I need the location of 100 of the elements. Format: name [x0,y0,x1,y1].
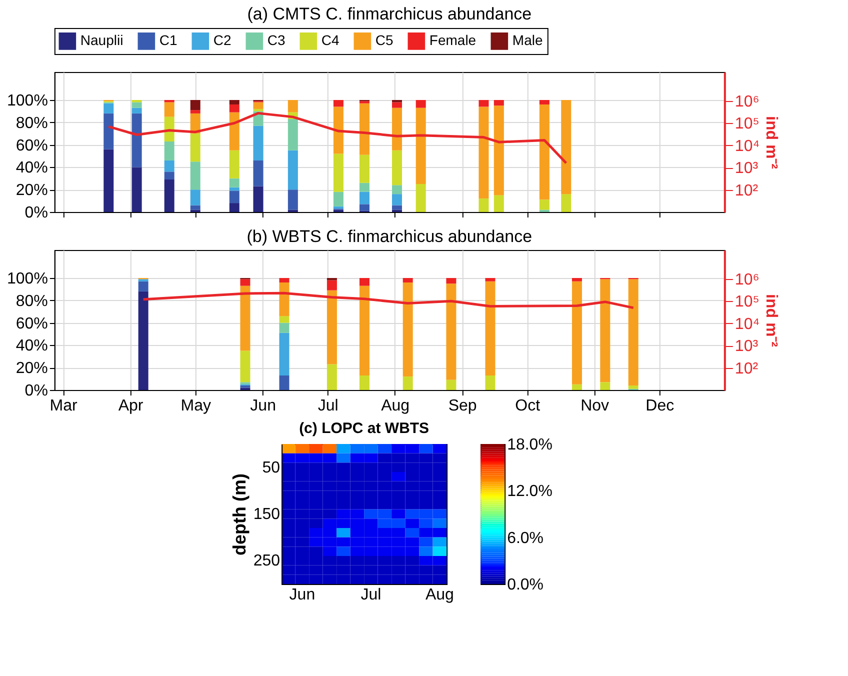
bar [359,192,370,204]
bar [485,278,496,282]
bar [279,332,290,376]
bar [190,205,200,210]
bar [253,160,264,186]
bar [288,119,298,150]
y2-tick-label: 10² [734,360,759,378]
y-tick-label: 80% [16,292,48,310]
x-tick-label: Oct [515,398,541,414]
bar [138,291,148,390]
bar [561,194,572,212]
x-tick-label: Aug [425,586,454,604]
bar [485,375,496,390]
bar [164,180,174,212]
bar [253,186,264,212]
bar [333,192,344,206]
color-bar-label: 0.0% [507,576,544,594]
y-tick-label: 80% [16,114,48,132]
bar [164,160,174,172]
bar [279,316,290,323]
line-series [107,112,568,164]
bar [132,113,142,168]
bar [288,100,298,112]
legend-label: C1 [159,32,178,48]
legend-label: Nauplii [80,32,124,48]
bar [190,110,200,114]
x-tick-label: Mar [50,398,78,414]
legend-label: C4 [321,32,340,48]
x-tick-label: Jul [360,586,382,604]
y2-tick-label: 10⁶ [734,271,760,288]
bar [416,184,426,212]
bar [279,282,290,316]
x-tick-label: Jun [289,586,316,604]
bar [359,182,370,192]
bar [402,278,413,282]
bar [326,364,337,390]
bar [478,198,489,212]
y2-axis-title: ind m⁻² [762,294,780,347]
bar [539,200,550,210]
y-tick-label: 100% [6,270,48,288]
bar [229,104,240,112]
y-axis-title: depth (m) [229,474,250,556]
bar [446,284,456,380]
y-tick-label: 0% [24,204,48,222]
bar [539,104,550,200]
bar [494,100,504,106]
bar [164,141,174,160]
bar [628,386,638,389]
y2-tick-label: 10⁵ [734,116,760,133]
y-tick-label: 20% [16,360,48,378]
bar [446,278,456,284]
bar [359,286,370,376]
x-tick-label: Jun [250,398,276,414]
bar [104,149,114,212]
bar [326,290,337,364]
x-tick-label: Apr [118,398,144,414]
bar [600,382,610,390]
bar [132,167,142,212]
bar [229,112,240,150]
bar [190,100,200,110]
bar [164,102,174,117]
bar [229,190,240,204]
bar [104,113,114,150]
bar [392,150,402,186]
bar [392,108,402,150]
bar [190,162,200,190]
bar [359,103,370,155]
bar [494,106,504,196]
bar [229,187,240,191]
bar [279,278,290,282]
bar [132,102,142,108]
bar [359,204,370,211]
bar [229,150,240,178]
bar [279,322,290,333]
legend-label: C3 [267,32,286,48]
bar [253,126,264,160]
y-tick-label: 250 [253,552,280,570]
color-bar-label: 18.0% [507,436,552,454]
bar [229,178,240,188]
bar [402,282,413,377]
y2-tick-label: 10³ [734,338,759,356]
y2-tick-label: 10⁴ [734,316,760,333]
y2-axis-title: ind m⁻² [762,116,780,169]
bar [392,102,402,108]
bar [132,108,142,114]
y-tick-label: 0% [24,382,48,400]
y-tick-label: 60% [16,137,48,154]
bar [494,195,504,212]
y2-tick-label: 10³ [734,160,759,178]
bar [416,108,426,184]
x-tick-label: Sep [448,398,477,414]
bar [240,286,250,351]
y2-tick-label: 10² [734,182,759,200]
line-series [142,292,635,310]
bar [416,100,426,108]
bar [333,154,344,192]
bar [561,100,572,194]
legend-label: Female [429,32,476,48]
bar [478,100,489,107]
y-tick-label: 40% [16,160,48,177]
